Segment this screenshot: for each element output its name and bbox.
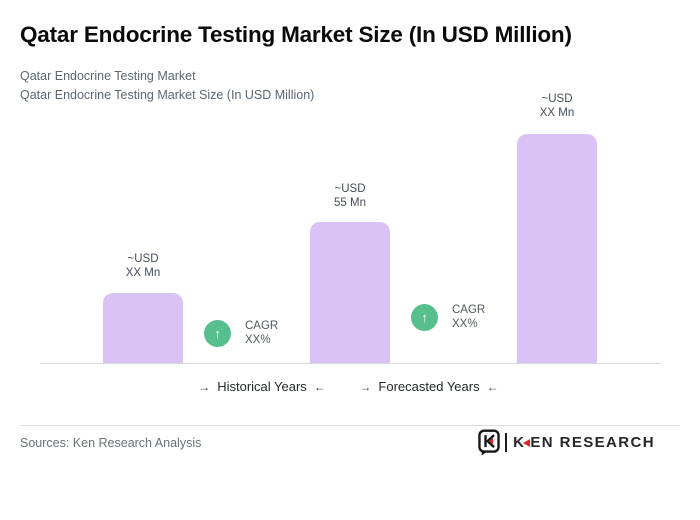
logo-wordmark: K EN RESEARCH xyxy=(513,434,655,451)
bar2-label-line2: 55 Mn xyxy=(334,197,366,209)
bar2-label-line1: ~USD xyxy=(334,183,366,195)
forecasted-years-label: Forecasted Years xyxy=(378,379,480,394)
bar-value-label: ~USD 55 Mn xyxy=(290,182,410,210)
bar-value-label: ~USD XX Mn xyxy=(497,92,617,120)
page-title: Qatar Endocrine Testing Market Size (In … xyxy=(20,22,572,47)
cagr-badge-1: ↑ CAGR XX% xyxy=(204,319,278,347)
cagr-value: XX% xyxy=(452,318,478,330)
sources-text: Sources: Ken Research Analysis xyxy=(20,436,202,450)
ken-research-shield-icon xyxy=(478,429,500,456)
cagr-badge-text: CAGR XX% xyxy=(452,303,485,331)
bar3-label-line2: XX Mn xyxy=(539,107,575,119)
subtitle-line-1: Qatar Endocrine Testing Market xyxy=(20,69,196,83)
cagr-label: CAGR xyxy=(452,304,486,316)
bar-value-label: ~USD XX Mn xyxy=(83,252,203,280)
logo-red-arrow-icon xyxy=(523,439,531,447)
bar-forecast xyxy=(517,134,597,363)
chart-subtitle: Qatar Endocrine Testing Market Qatar End… xyxy=(20,67,314,104)
bar-historical-1 xyxy=(103,293,183,363)
cagr-value: XX% xyxy=(245,334,271,346)
arrow-up-icon: ↑ xyxy=(421,309,428,325)
cagr-badge-2: ↑ CAGR XX% xyxy=(411,303,485,331)
arrow-left-icon: ← xyxy=(313,379,326,394)
arrow-up-icon: ↑ xyxy=(214,325,221,341)
cagr-label: CAGR xyxy=(245,320,279,332)
bar-historical-2 xyxy=(310,222,390,363)
bar1-label-line2: XX Mn xyxy=(125,267,161,279)
arrow-right-icon: → xyxy=(198,379,211,394)
ken-research-logo: K EN RESEARCH xyxy=(478,429,655,456)
historical-years-label: Historical Years xyxy=(217,379,307,394)
arrow-left-icon: ← xyxy=(486,379,499,394)
cagr-badge-text: CAGR XX% xyxy=(245,319,278,347)
subtitle-line-2: Qatar Endocrine Testing Market Size (In … xyxy=(20,87,315,102)
forecasted-years-annotation: → Forecasted Years ← xyxy=(359,379,498,394)
cagr-badge-circle: ↑ xyxy=(411,303,438,331)
logo-rest: EN RESEARCH xyxy=(530,434,655,451)
arrow-right-icon: → xyxy=(359,379,372,394)
chart-baseline xyxy=(40,363,660,364)
footer-divider xyxy=(20,425,680,426)
logo-k: K xyxy=(513,434,526,451)
historical-years-annotation: → Historical Years ← xyxy=(198,379,326,394)
bar1-label-line1: ~USD xyxy=(127,253,159,265)
bar3-label-line1: ~USD xyxy=(541,93,573,105)
logo-divider xyxy=(505,433,508,452)
cagr-badge-circle: ↑ xyxy=(204,319,231,347)
